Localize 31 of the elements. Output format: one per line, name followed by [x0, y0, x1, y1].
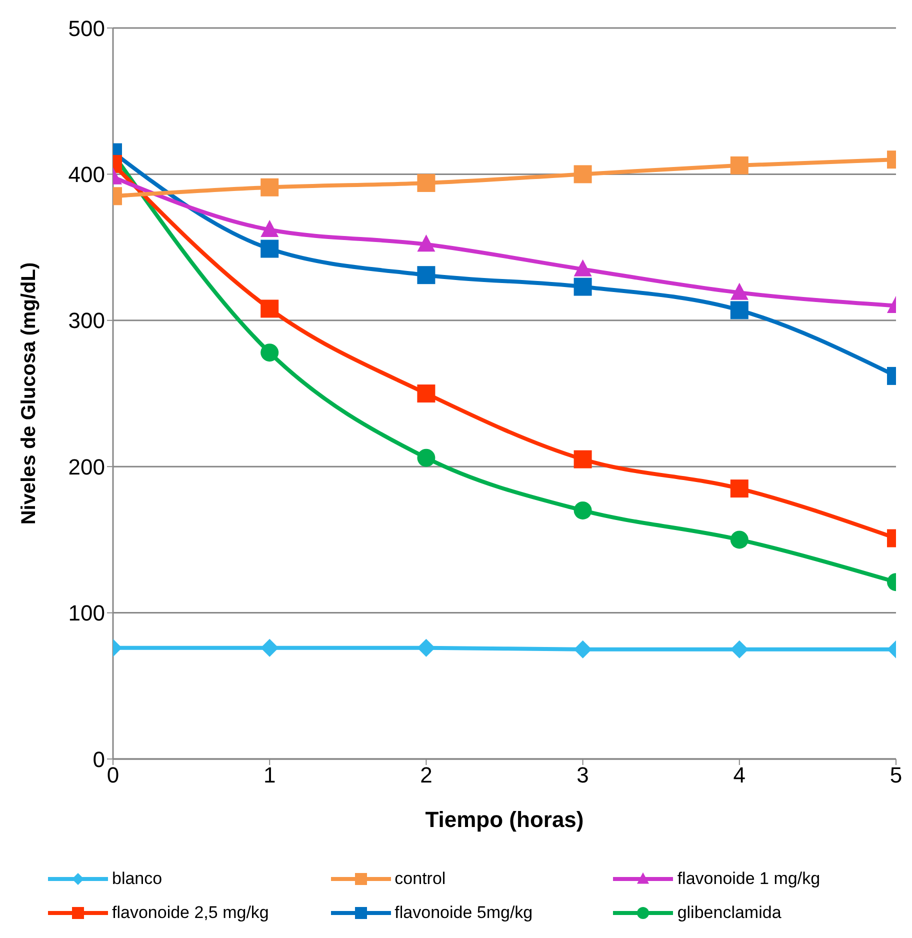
x-tick-label: 5: [890, 762, 902, 788]
legend-label: flavonoide 5mg/kg: [394, 903, 533, 923]
point: [417, 266, 436, 284]
y-axis-title: Niveles de Glucosa (mg/dL): [18, 262, 40, 525]
point: [417, 638, 436, 657]
y-tick-label: 300: [68, 308, 105, 334]
point: [417, 234, 436, 252]
point: [574, 259, 592, 276]
x-tick-label: 1: [263, 762, 276, 788]
y-tick-label: 0: [92, 746, 105, 772]
y-tick-label: 400: [68, 162, 105, 188]
y-tick-label: 200: [68, 454, 105, 480]
point: [574, 278, 592, 296]
y-tick-label: 500: [68, 16, 105, 41]
point: [417, 448, 436, 467]
point: [574, 501, 592, 520]
point: [574, 450, 592, 468]
point: [417, 174, 436, 192]
x-tick-label: 4: [733, 762, 746, 788]
point: [574, 165, 592, 184]
point: [574, 640, 592, 658]
legend-label: control: [394, 869, 446, 889]
legend-label: flavonoide 2,5 mg/kg: [112, 903, 269, 923]
y-tick-label: 100: [68, 600, 105, 626]
point: [417, 384, 436, 402]
legend-label: blanco: [112, 869, 162, 889]
x-tick-label: 2: [420, 762, 432, 788]
x-axis-title: Tiempo (horas): [425, 807, 584, 832]
legend-label: flavonoide 1 mg/kg: [677, 869, 820, 889]
x-tick-label: 3: [576, 762, 589, 788]
legend-label: glibenclamida: [677, 903, 782, 923]
